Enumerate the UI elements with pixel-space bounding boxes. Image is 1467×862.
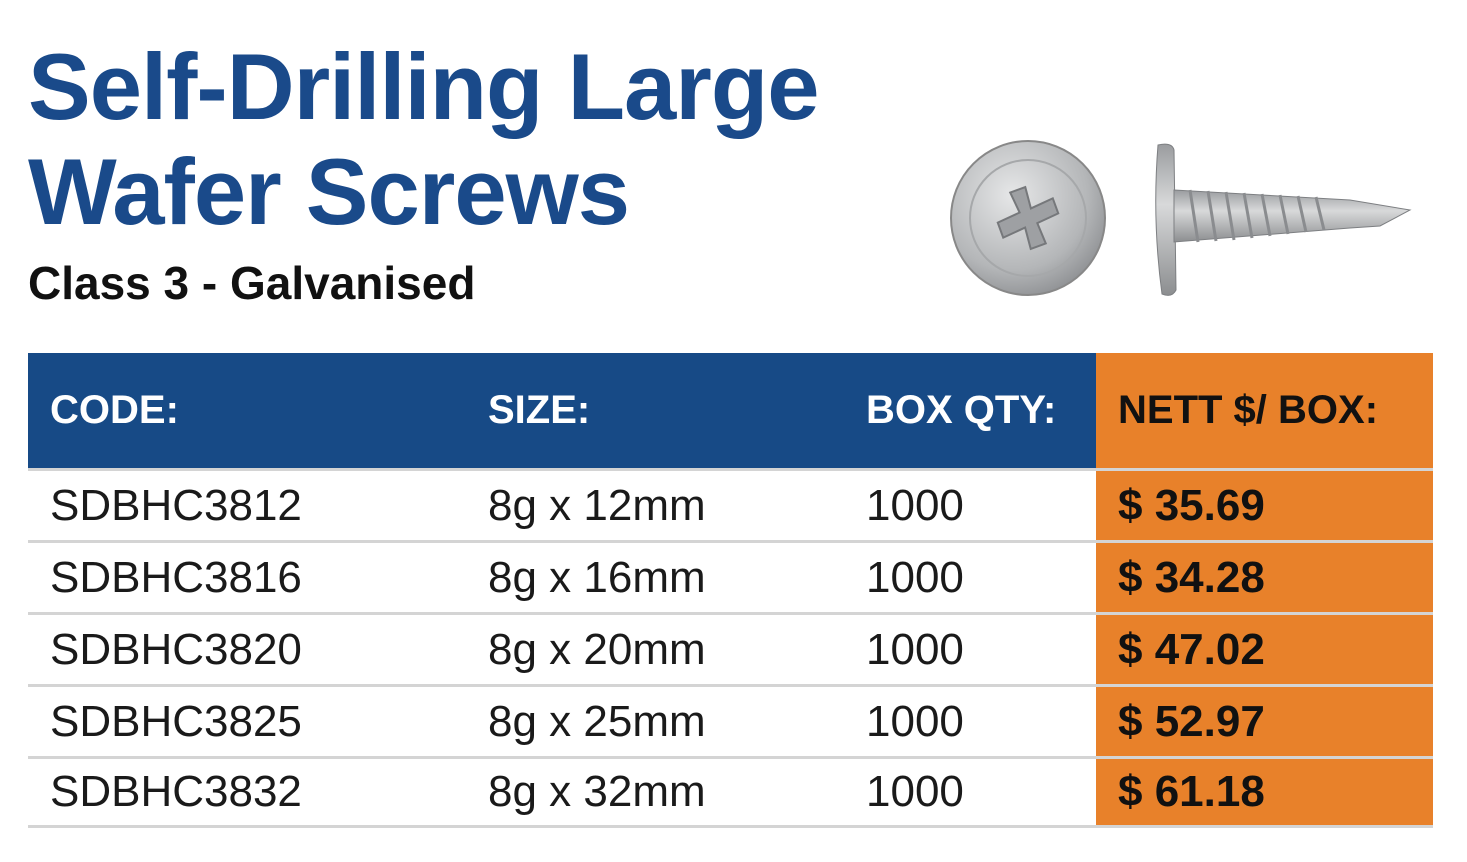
table-cell: 1000	[866, 480, 964, 530]
table-row: SDBHC3832 8g x 32mm 1000 $ 61.18	[28, 756, 1433, 828]
table-cell: 1000	[866, 767, 964, 816]
table-row: SDBHC3825 8g x 25mm 1000 $ 52.97	[28, 684, 1433, 756]
table-row: SDBHC3816 8g x 16mm 1000 $ 34.28	[28, 540, 1433, 612]
table-cell: SDBHC3832	[50, 767, 302, 816]
price-cell: $ 61.18	[1096, 759, 1433, 825]
price-table: CODE: SIZE: BOX QTY: NETT $/ BOX: SDBHC3812 8…	[28, 353, 1433, 828]
table-cell: 8g x 12mm	[488, 480, 706, 530]
price-cell: $ 52.97	[1096, 687, 1433, 756]
table-cell: 8g x 20mm	[488, 624, 706, 674]
table-cell: SDBHC3812	[50, 480, 302, 530]
column-header: SIZE:	[488, 388, 591, 432]
table-cell: SDBHC3816	[50, 552, 302, 602]
column-header: CODE:	[50, 388, 179, 432]
table-row: SDBHC3812 8g x 12mm 1000 $ 35.69	[28, 468, 1433, 540]
table-cell: 1000	[866, 696, 964, 746]
header-row: CODE: SIZE: BOX QTY: NETT $/ BOX:	[28, 353, 1433, 468]
table-cell: 8g x 16mm	[488, 552, 706, 602]
price-cell: $ 34.28	[1096, 543, 1433, 612]
table-cell: 1000	[866, 552, 964, 602]
table-cell: SDBHC3825	[50, 696, 302, 746]
price-cell: $ 35.69	[1096, 471, 1433, 540]
table-cell: 1000	[866, 624, 964, 674]
title-line: Self-Drilling Large	[28, 34, 820, 139]
column-header: NETT $/ BOX:	[1096, 353, 1433, 468]
price-cell: $ 47.02	[1096, 615, 1433, 684]
table-cell: 8g x 32mm	[488, 767, 706, 816]
subtitle: Class 3 - Galvanised	[28, 257, 476, 309]
table-cell: 8g x 25mm	[488, 696, 706, 746]
table-cell: SDBHC3820	[50, 624, 302, 674]
product-image	[950, 140, 1412, 296]
column-header: BOX QTY:	[866, 388, 1057, 432]
title-line: Wafer Screws	[28, 139, 630, 244]
table-row: SDBHC3820 8g x 20mm 1000 $ 47.02	[28, 612, 1433, 684]
